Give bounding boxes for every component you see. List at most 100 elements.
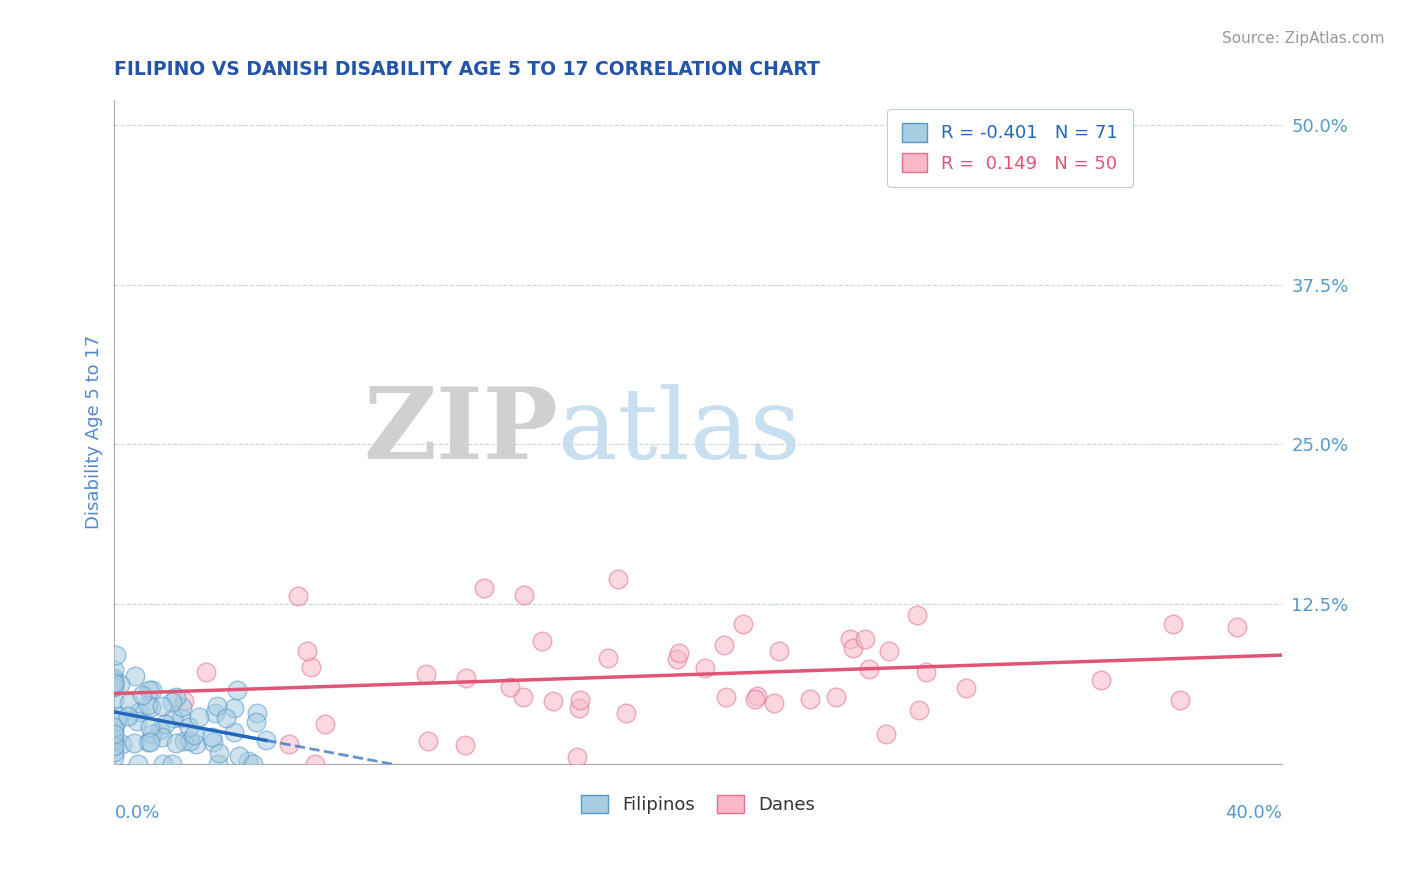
Point	[744, 691, 766, 706]
Point	[304, 756, 326, 771]
Point	[415, 666, 437, 681]
Point	[103, 676, 125, 690]
Point	[799, 692, 821, 706]
Point	[614, 706, 637, 721]
Point	[763, 696, 786, 710]
Point	[853, 632, 876, 647]
Point	[768, 644, 790, 658]
Point	[1161, 617, 1184, 632]
Point	[716, 690, 738, 704]
Point	[103, 731, 125, 746]
Point	[228, 748, 250, 763]
Point	[139, 700, 162, 714]
Point	[569, 693, 592, 707]
Point	[179, 734, 201, 748]
Point	[824, 690, 846, 704]
Point	[236, 754, 259, 768]
Point	[745, 689, 768, 703]
Point	[103, 680, 125, 694]
Point	[153, 717, 176, 731]
Point	[103, 720, 125, 734]
Point	[254, 732, 277, 747]
Point	[162, 711, 184, 725]
Point	[141, 727, 163, 741]
Point	[107, 708, 129, 723]
Point	[160, 695, 183, 709]
Point	[246, 706, 269, 720]
Point	[204, 706, 226, 721]
Point	[103, 664, 125, 678]
Text: 40.0%: 40.0%	[1225, 804, 1282, 822]
Point	[187, 710, 209, 724]
Point	[314, 716, 336, 731]
Point	[103, 733, 125, 747]
Point	[541, 693, 564, 707]
Point	[242, 756, 264, 771]
Point	[128, 706, 150, 720]
Point	[512, 690, 534, 705]
Point	[215, 711, 238, 725]
Point	[454, 738, 477, 752]
Point	[205, 698, 228, 713]
Point	[138, 682, 160, 697]
Point	[513, 588, 536, 602]
Point	[108, 677, 131, 691]
Point	[955, 681, 977, 695]
Point	[139, 735, 162, 749]
Point	[567, 749, 589, 764]
Point	[416, 734, 439, 748]
Point	[245, 715, 267, 730]
Point	[499, 681, 522, 695]
Point	[152, 699, 174, 714]
Point	[160, 756, 183, 771]
Point	[456, 671, 478, 685]
Point	[103, 679, 125, 693]
Point	[194, 665, 217, 680]
Point	[103, 673, 125, 687]
Text: Source: ZipAtlas.com: Source: ZipAtlas.com	[1222, 31, 1385, 46]
Point	[224, 724, 246, 739]
Point	[186, 737, 208, 751]
Point	[136, 735, 159, 749]
Point	[110, 737, 132, 751]
Point	[225, 683, 247, 698]
Point	[207, 756, 229, 771]
Point	[297, 644, 319, 658]
Point	[1168, 693, 1191, 707]
Point	[152, 756, 174, 771]
Point	[103, 692, 125, 706]
Text: ZIP: ZIP	[363, 384, 558, 480]
Point	[118, 696, 141, 710]
Point	[568, 701, 591, 715]
Point	[665, 652, 688, 666]
Point	[131, 688, 153, 702]
Point	[224, 701, 246, 715]
Point	[122, 736, 145, 750]
Point	[139, 720, 162, 734]
Text: 0.0%: 0.0%	[114, 804, 160, 822]
Point	[170, 711, 193, 725]
Point	[606, 572, 628, 586]
Point	[858, 662, 880, 676]
Point	[908, 703, 931, 717]
Point	[103, 671, 125, 685]
Y-axis label: Disability Age 5 to 17: Disability Age 5 to 17	[86, 334, 103, 529]
Point	[150, 730, 173, 744]
Point	[149, 723, 172, 737]
Point	[127, 756, 149, 771]
Point	[875, 727, 897, 741]
Point	[201, 730, 224, 744]
Point	[905, 608, 928, 623]
Point	[165, 736, 187, 750]
Point	[177, 721, 200, 735]
Point	[183, 727, 205, 741]
Point	[208, 747, 231, 761]
Point	[1226, 620, 1249, 634]
Point	[915, 665, 938, 680]
Text: atlas: atlas	[558, 384, 801, 480]
Point	[127, 714, 149, 728]
Point	[103, 749, 125, 764]
Point	[172, 699, 194, 714]
Point	[877, 644, 900, 658]
Point	[201, 735, 224, 749]
